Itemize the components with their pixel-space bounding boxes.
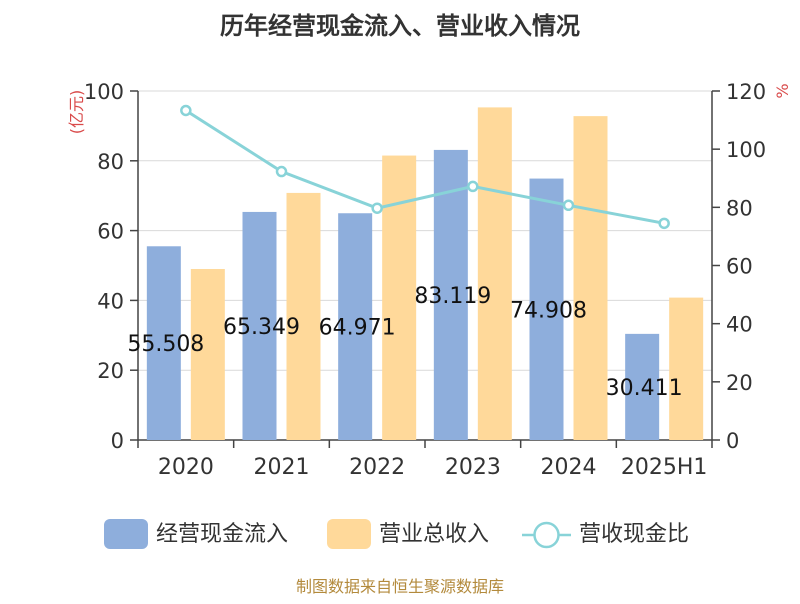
line-point-revenue-cash-ratio [371,202,383,214]
line-point-revenue-cash-ratio [275,165,288,178]
bar-operating-cash-inflow [338,213,373,440]
bar-total-revenue [190,268,225,440]
y-left-axis-label: (亿元) [67,90,86,135]
legend-item-total-revenue: 营业总收入 [327,519,489,549]
y-left-tick-label: 40 [97,289,124,313]
bar-total-revenue [477,107,512,440]
source-text: 制图数据来自恒生聚源数据库 [296,577,504,596]
axes-layer: 0 20 40 60 80 100 0 20 40 60 80 100 120 2020 2021 2022 2… [84,80,766,480]
bar-total-revenue [382,155,417,440]
data-label-operating-cash-inflow: 74.908 [510,298,587,323]
x-tick-label: 2023 [445,455,501,480]
bar-total-revenue [286,192,321,440]
bar-operating-cash-inflow [242,211,277,440]
legend: 经营现金流入 营业总收入 营收现金比 [104,519,689,549]
data-label-operating-cash-inflow: 65.349 [223,315,300,340]
x-tick-label: 2020 [158,455,214,480]
legend-label-operating-cash-inflow: 经营现金流入 [156,522,288,547]
bar-operating-cash-inflow [433,149,468,441]
legend-swatch-total-revenue [327,519,371,549]
legend-swatch-operating-cash-inflow [104,519,148,549]
data-label-operating-cash-inflow: 55.508 [127,332,204,357]
y-left-tick-label: 60 [97,220,124,244]
y-right-tick-label: 0 [726,429,739,453]
legend-item-operating-cash-inflow: 经营现金流入 [104,519,288,549]
bar-operating-cash-inflow [146,246,181,440]
x-tick-label: 2021 [254,455,310,480]
x-tick-label: 2025H1 [621,455,708,480]
y-right-tick-label: 80 [726,196,753,220]
y-left-tick-label: 80 [97,150,124,174]
y-right-axis-label: % [773,83,792,98]
y-left-tick-label: 0 [111,429,124,453]
y-right-tick-label: 40 [726,313,753,337]
labels-layer: 55.508 65.349 64.971 83.119 74.908 30.411 [127,284,682,401]
y-right-tick-label: 60 [726,255,753,279]
legend-label-revenue-cash-ratio: 营收现金比 [579,522,689,547]
data-label-operating-cash-inflow: 64.971 [319,316,396,341]
line-point-revenue-cash-ratio [180,104,192,117]
bar-total-revenue [669,297,704,440]
y-right-tick-label: 100 [726,138,766,162]
y-right-tick-label: 20 [726,371,753,395]
x-tick-label: 2022 [349,455,405,480]
x-tick-label: 2024 [541,455,597,480]
line-revenue-cash-ratio [185,109,665,225]
chart-title: 历年经营现金流入、营业收入情况 [220,12,580,40]
line-point-revenue-cash-ratio [467,180,479,193]
legend-marker-revenue-cash-ratio [533,521,560,549]
line-point-revenue-cash-ratio [562,199,575,212]
bar-operating-cash-inflow [529,178,564,440]
line-layer [180,104,670,230]
bar-total-revenue [573,116,608,441]
y-left-tick-label: 100 [84,80,124,104]
data-label-operating-cash-inflow: 30.411 [606,376,683,401]
y-right-tick-label: 120 [726,80,766,104]
legend-label-total-revenue: 营业总收入 [379,522,489,547]
line-point-revenue-cash-ratio [658,217,670,230]
legend-item-revenue-cash-ratio: 营收现金比 [522,521,689,549]
bar-operating-cash-inflow [625,333,660,440]
y-left-tick-label: 20 [97,359,124,383]
data-label-operating-cash-inflow: 83.119 [414,284,491,309]
